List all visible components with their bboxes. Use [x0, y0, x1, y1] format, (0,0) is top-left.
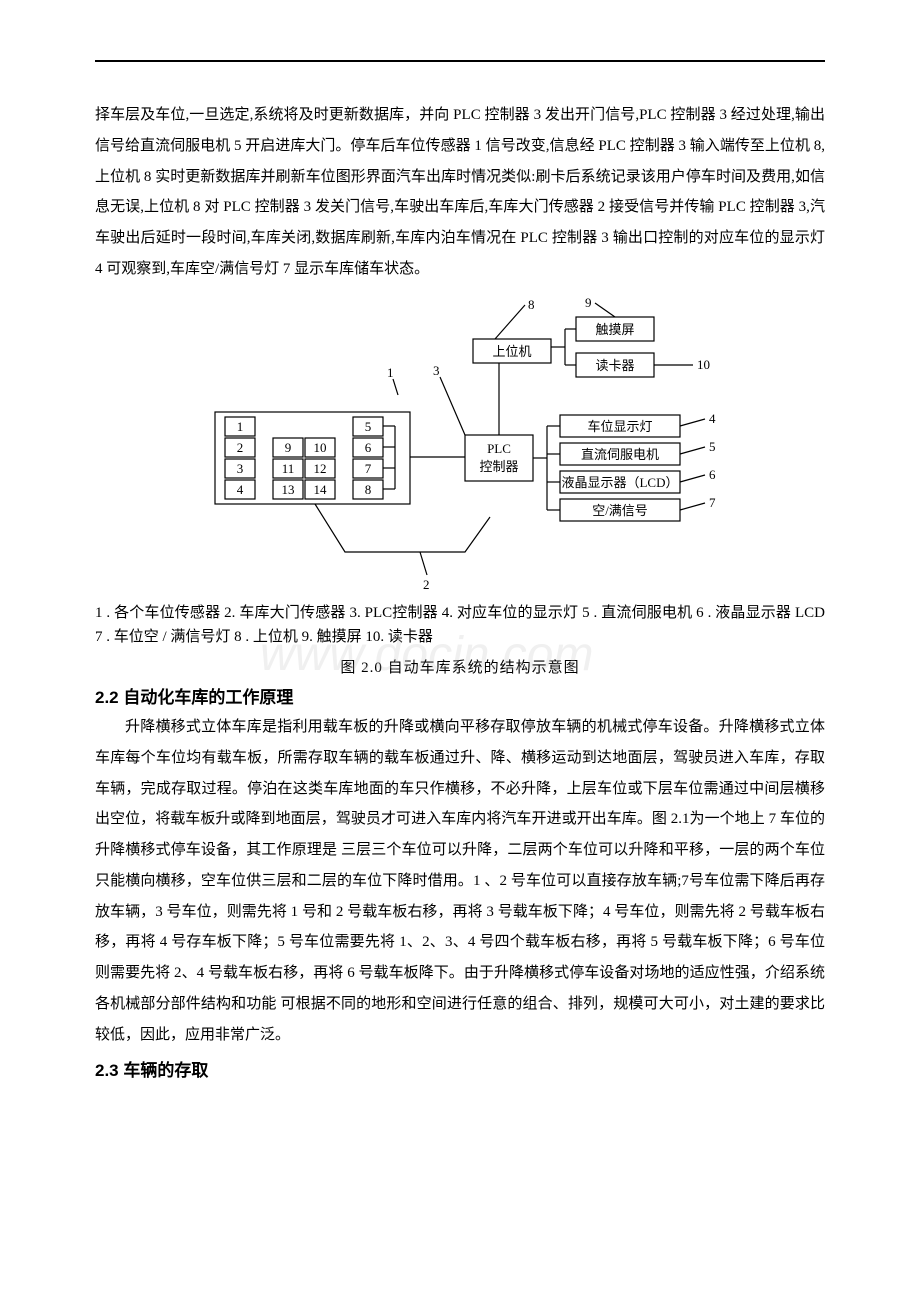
- top-rule: [95, 60, 825, 62]
- cardreader-label: 读卡器: [595, 358, 634, 373]
- leader-5: 5: [709, 439, 716, 454]
- cell-2: 2: [237, 440, 244, 455]
- leader-7: 7: [709, 495, 716, 510]
- heading-2-2: 2.2 自动化车库的工作原理: [95, 683, 825, 708]
- leader-2: 2: [423, 577, 430, 592]
- diagram-figure: 上位机 触摸屏 读卡器 8 9 10: [195, 297, 725, 597]
- diagram-caption: 图 2.0 自动车库系统的结构示意图: [95, 656, 825, 677]
- cell-10: 10: [314, 440, 327, 455]
- cell-4: 4: [237, 482, 244, 497]
- cell-12: 12: [314, 461, 327, 476]
- cell-13: 13: [282, 482, 295, 497]
- cell-9: 9: [285, 440, 292, 455]
- servo-label: 直流伺服电机: [581, 447, 659, 462]
- cell-11: 11: [282, 461, 295, 476]
- leader-3: 3: [433, 363, 440, 378]
- intro-paragraph: 择车层及车位,一旦选定,系统将及时更新数据库，并向 PLC 控制器 3 发出开门…: [95, 100, 825, 285]
- lamp-label: 车位显示灯: [587, 419, 652, 434]
- cell-3: 3: [237, 461, 244, 476]
- heading-2-3: 2.3 车辆的存取: [95, 1056, 825, 1081]
- page: 择车层及车位,一旦选定,系统将及时更新数据库，并向 PLC 控制器 3 发出开门…: [0, 0, 920, 1145]
- cell-6: 6: [365, 440, 372, 455]
- cell-1: 1: [237, 419, 244, 434]
- lcd-label: 液晶显示器（LCD）: [561, 475, 678, 490]
- plc-line1: PLC: [487, 441, 511, 456]
- leader-8: 8: [528, 297, 535, 312]
- cell-7: 7: [365, 461, 372, 476]
- leader-9: 9: [585, 297, 592, 310]
- leader-10: 10: [697, 357, 710, 372]
- cell-5: 5: [365, 419, 372, 434]
- leader-6: 6: [709, 467, 716, 482]
- diagram-svg: 上位机 触摸屏 读卡器 8 9 10: [195, 297, 725, 597]
- touchscreen-label: 触摸屏: [595, 322, 634, 337]
- fullsig-label: 空/满信号: [592, 503, 648, 518]
- cell-14: 14: [314, 482, 328, 497]
- plc-line2: 控制器: [479, 459, 518, 474]
- leader-1: 1: [387, 365, 394, 380]
- diagram-legend: 1 . 各个车位传感器 2. 车库大门传感器 3. PLC控制器 4. 对应车位…: [95, 601, 825, 651]
- leader-4: 4: [709, 411, 716, 426]
- cell-8: 8: [365, 482, 372, 497]
- section-2-2-paragraph: 升降横移式立体车库是指利用载车板的升降或横向平移存取停放车辆的机械式停车设备。升…: [95, 712, 825, 1050]
- host-box-label: 上位机: [492, 344, 531, 359]
